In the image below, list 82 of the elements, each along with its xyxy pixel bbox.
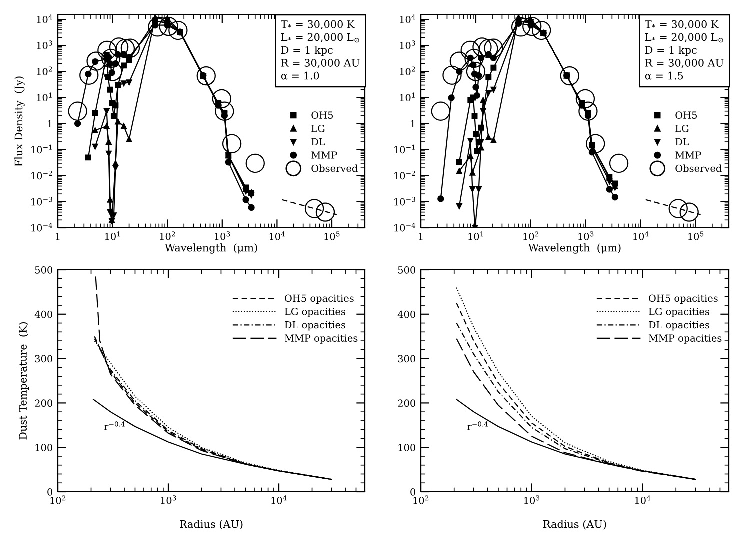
legend-label: MMP opacities [284,334,358,344]
y-tick-label: 300 [398,355,416,363]
annotation: L$_{*}$ = 20,000 L$_{⊙}$ [281,33,360,43]
annotation: R = 30,000 AU [281,59,360,68]
y-tick-label: 1 [411,120,415,128]
y-tick-label: 0 [410,488,416,496]
x-axis-title: Radius (AU) [180,520,243,530]
x-tick-label: 10$^{4}$ [272,496,287,504]
legend-label: DL [312,138,326,146]
legend-label: Observed [312,164,358,172]
y-tick-label: 0 [48,488,52,496]
y-tick-label: 10$^{−3}$ [394,196,416,206]
legend-label: LG opacities [285,308,346,318]
annotation: T$_{*}$ = 30,000 K [645,20,719,30]
y-tick-label: 10$^{1}$ [400,92,415,102]
legend-label: LG opacities [649,308,710,318]
y-tick-label: 500 [35,266,52,274]
x-tick-label: 10$^{3}$ [578,232,594,240]
legend-label: DL opacities [285,321,346,331]
x-tick-label: 10$^{1}$ [468,232,484,240]
y-tick-label: 10$^{3}$ [37,40,52,50]
y-tick-label: 10$^{−1}$ [394,144,415,154]
x-tick-label: 10$^{2}$ [160,232,176,240]
legend-label: LG [312,124,325,132]
x-tick-label: 10$^{3}$ [161,496,176,504]
y-tick-label: 10$^{−4}$ [32,223,53,232]
legend-label: Observed [676,164,722,172]
y-tick-label: 10$^{2}$ [37,66,52,76]
y-tick-label: 10$^{2}$ [400,66,416,76]
x-tick-label: 10$^{5}$ [324,232,340,240]
y-tick-label: 10$^{−3}$ [32,196,52,206]
annotation: α = 1.0 [281,72,320,80]
annotation: r$^{−0.4}$ [104,422,125,430]
legend-label: LG [676,124,689,132]
legend-label: OH5 [676,112,698,120]
y-axis-title: Flux Density (Jy) [14,76,25,167]
y-tick-label: 400 [34,310,52,318]
x-tick-label: 10$^{3}$ [215,232,230,240]
y-tick-label: 100 [36,444,52,452]
y-tick-label: 10$^{4}$ [37,14,52,24]
y-tick-label: 10$^{4}$ [400,14,416,24]
y-tick-label: 1 [48,120,52,128]
legend-label: DL opacities [649,321,710,331]
y-tick-label: 10$^{1}$ [37,92,52,102]
x-axis-title: Wavelength (μm) [528,244,621,254]
y-tick-label: 10$^{3}$ [400,40,416,50]
x-tick-label: 1 [56,233,60,240]
y-tick-label: 200 [398,400,416,408]
annotation: D = 1 kpc [645,46,697,56]
y-tick-label: 10$^{−2}$ [394,170,416,180]
x-tick-label: 10$^{1}$ [105,232,120,240]
legend-label: MMP [312,152,338,159]
x-tick-label: 10$^{4}$ [634,232,649,240]
y-axis-title: Dust Temperature (K) [18,322,30,440]
y-tick-label: 10$^{−2}$ [32,170,52,180]
annotation: T$_{*}$ = 30,000 K [281,20,355,30]
legend-label: MMP [676,152,702,159]
x-tick-label: 10$^{5}$ [688,232,704,240]
annotation: R = 30,000 AU [645,59,724,68]
y-tick-label: 100 [398,444,416,452]
x-tick-label: 1 [419,233,423,240]
annotation: α = 1.5 [645,72,684,80]
y-tick-label: 300 [35,355,52,363]
annotation: r$^{−0.4}$ [468,422,488,430]
legend-label: OH5 opacities [285,294,354,304]
legend-label: OH5 [312,112,334,120]
y-tick-label: 10$^{−1}$ [32,144,52,154]
legend-label: MMP opacities [648,334,722,344]
y-tick-label: 200 [35,400,52,408]
x-tick-label: 10$^{4}$ [635,496,651,504]
y-tick-label: 10$^{−4}$ [394,223,416,232]
y-tick-label: 500 [398,266,416,274]
x-axis-title: Radius (AU) [544,520,606,530]
annotation: D = 1 kpc [281,46,333,56]
x-tick-label: 10$^{2}$ [524,232,539,240]
x-tick-label: 10$^{3}$ [524,496,540,504]
legend-label: OH5 opacities [649,294,718,304]
y-tick-label: 400 [398,310,416,318]
x-axis-title: Wavelength (μm) [164,244,258,254]
x-tick-label: 10$^{4}$ [270,232,286,240]
legend-label: DL [676,138,690,146]
annotation: L$_{*}$ = 20,000 L$_{⊙}$ [645,33,724,43]
